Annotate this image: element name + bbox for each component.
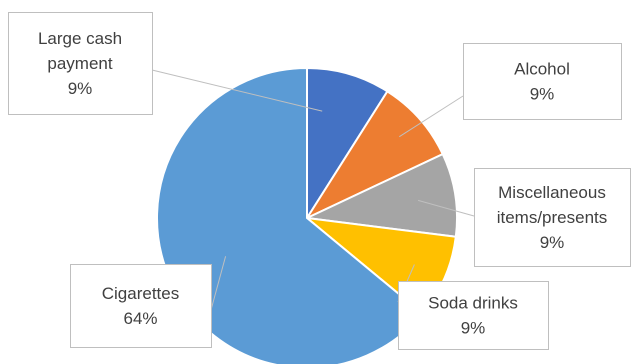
slice-percent-miscellaneous-items-presents: 9%: [540, 233, 565, 252]
leader-line-cigarettes: [210, 256, 227, 311]
slice-percent-large-cash-payment: 9%: [68, 79, 93, 98]
slice-label-large-cash-payment: payment: [47, 54, 112, 73]
data-label-box: [398, 281, 549, 350]
slice-alcohol: [304, 89, 445, 221]
data-label-box: [70, 264, 212, 348]
data-label-box: [474, 168, 631, 267]
pie-slices: [156, 66, 459, 364]
slice-label-large-cash-payment: Large cash: [38, 29, 122, 48]
slice-miscellaneous-items-presents: [303, 152, 459, 238]
slice-label-miscellaneous-items-presents: items/presents: [497, 208, 608, 227]
slice-label-miscellaneous-items-presents: Miscellaneous: [498, 183, 606, 202]
leader-line-large-cash-payment: [151, 69, 323, 112]
slice-label-alcohol: Alcohol: [514, 60, 570, 79]
data-label-miscellaneous-items-presents: Miscellaneous items/presents 9%: [474, 168, 631, 267]
data-label-callouts: Large cashpayment9%Alcohol9%Miscellaneou…: [8, 12, 631, 350]
slice-label-soda-drinks: Soda drinks: [428, 294, 518, 313]
slice-label-cigarettes: Cigarettes: [102, 284, 179, 303]
data-label-soda-drinks: Soda drinks 9%: [398, 281, 549, 350]
data-label-large-cash-payment: Large cash payment 9%: [8, 12, 153, 115]
slice-percent-cigarettes: 64%: [123, 309, 157, 328]
data-label-alcohol: Alcohol 9%: [463, 43, 622, 120]
slice-large-cash-payment: [306, 66, 389, 222]
data-label-box: [463, 43, 622, 120]
data-label-cigarettes: Cigarettes 64%: [70, 264, 212, 348]
slice-percent-soda-drinks: 9%: [461, 319, 486, 338]
leader-line-alcohol: [399, 95, 464, 138]
leader-line-miscellaneous-items-presents: [417, 199, 475, 217]
data-label-box: [8, 12, 153, 115]
slice-percent-alcohol: 9%: [530, 85, 555, 104]
